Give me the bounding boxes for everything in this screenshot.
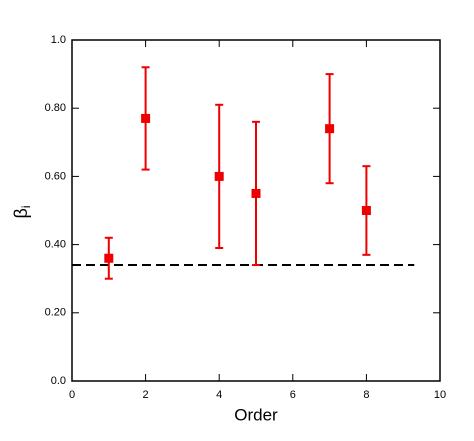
y-axis-subscript: i <box>19 205 33 208</box>
x-axis-label: Order <box>234 405 278 424</box>
y-tick-label: 0.0 <box>51 375 66 387</box>
x-tick-label: 10 <box>434 389 446 401</box>
x-tick-label: 8 <box>363 389 369 401</box>
y-axis-label: βi <box>11 205 33 218</box>
x-tick-label: 4 <box>216 389 222 401</box>
y-tick-label: 0.40 <box>45 239 66 251</box>
y-axis-symbol: β <box>11 208 31 218</box>
point <box>214 171 224 181</box>
x-tick-label: 6 <box>290 389 296 401</box>
y-tick-label: 0.80 <box>45 102 66 114</box>
point <box>141 113 151 123</box>
plot-frame <box>71 39 441 382</box>
point <box>251 188 261 198</box>
point <box>361 206 371 215</box>
point <box>325 124 335 134</box>
point <box>104 253 114 263</box>
x-tick-label: 0 <box>69 389 75 401</box>
y-tick-label: 0.60 <box>45 170 66 182</box>
y-tick-label: 0.20 <box>45 307 66 319</box>
y-tick-label: 1.0 <box>51 34 66 46</box>
x-tick-label: 2 <box>143 389 149 401</box>
